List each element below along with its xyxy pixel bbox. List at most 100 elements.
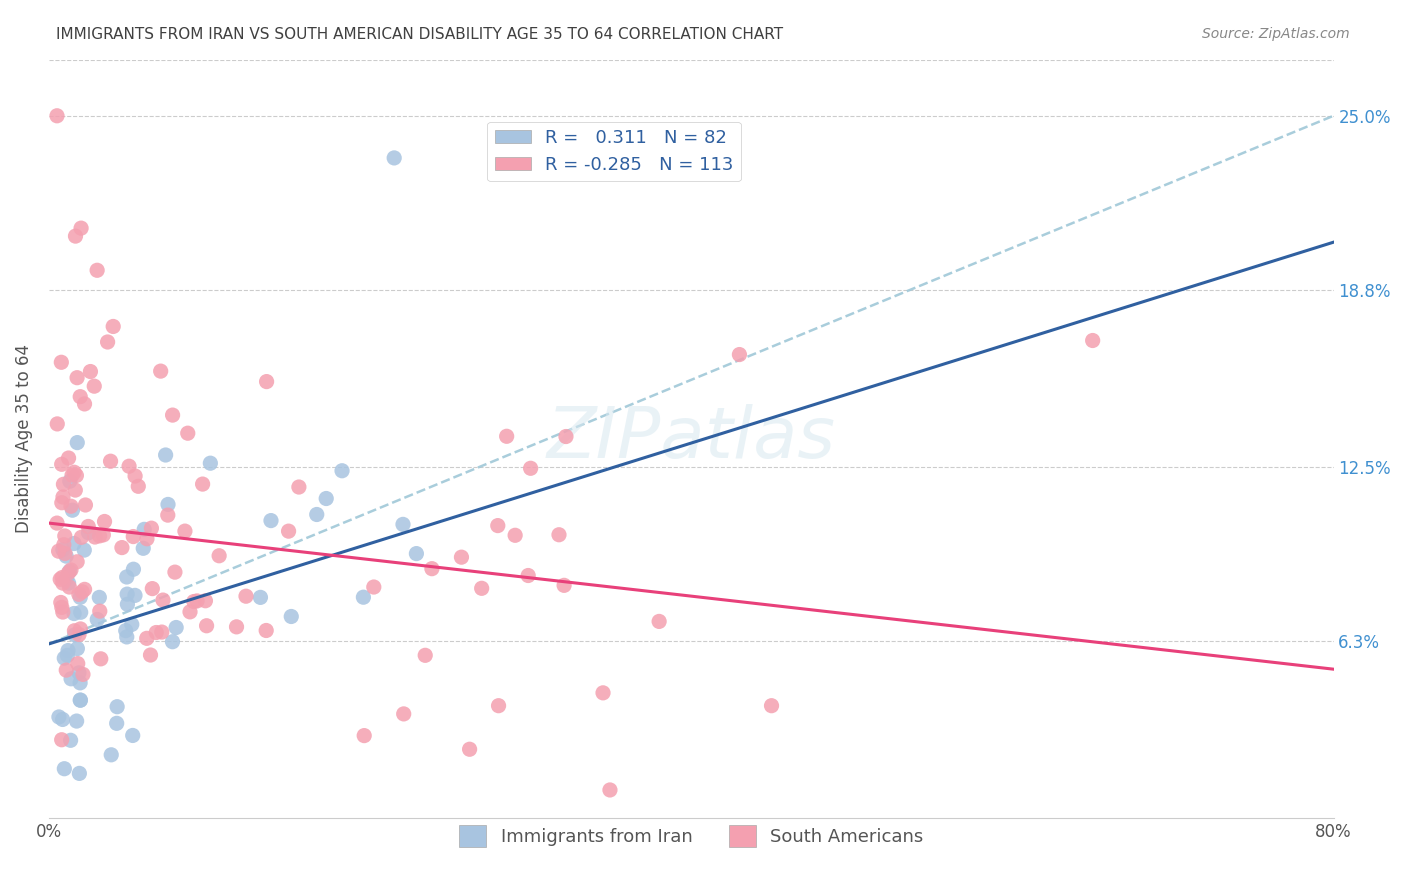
Point [392,517,415,532]
Point [70,584,93,599]
Point [103,319,125,334]
Point [136,532,159,546]
Point [48,544,70,558]
Point [728,347,751,361]
Point [62,503,84,517]
Point [70,530,93,544]
Point [73,397,96,411]
Point [65,714,87,728]
Point [195,619,218,633]
Point [392,706,415,721]
Y-axis label: Disability Age 35 to 64: Disability Age 35 to 64 [15,344,32,533]
Point [280,609,302,624]
Point [488,698,510,713]
Point [141,521,163,535]
Point [93,515,115,529]
Point [165,620,187,634]
Point [51,355,73,369]
Point [135,632,157,646]
Point [73,543,96,558]
Point [121,617,143,632]
Point [72,667,94,681]
Point [115,630,138,644]
Point [162,634,184,648]
Point [305,508,328,522]
Point [55,663,77,677]
Point [553,578,575,592]
Point [69,390,91,404]
Point [53,762,76,776]
Point [186,594,208,608]
Point [145,625,167,640]
Point [51,600,73,615]
Point [89,529,111,543]
Point [450,550,472,565]
Point [519,461,541,475]
Point [86,612,108,626]
Point [69,693,91,707]
Point [363,580,385,594]
Point [49,572,72,586]
Point [58,564,80,578]
Point [124,588,146,602]
Point [53,546,76,560]
Point [592,686,614,700]
Point [69,605,91,619]
Point [139,648,162,662]
Point [51,732,73,747]
Point [63,628,86,642]
Point [122,530,145,544]
Point [55,549,77,563]
Point [105,699,128,714]
Point [86,263,108,277]
Point [155,448,177,462]
Point [53,651,76,665]
Point [51,496,73,510]
Point [56,648,79,663]
Point [352,591,374,605]
Point [235,589,257,603]
Point [194,593,217,607]
Text: Source: ZipAtlas.com: Source: ZipAtlas.com [1202,27,1350,41]
Point [66,370,89,384]
Point [46,516,69,530]
Point [65,229,87,244]
Point [66,435,89,450]
Point [1081,334,1104,348]
Point [225,620,247,634]
Point [69,693,91,707]
Point [70,221,93,235]
Point [200,456,222,470]
Point [77,525,100,540]
Point [60,468,83,483]
Point [156,508,179,522]
Point [63,536,86,550]
Point [114,624,136,638]
Point [60,672,83,686]
Point [65,483,87,497]
Point [65,468,87,483]
Point [46,417,69,431]
Point [149,364,172,378]
Point [53,529,76,543]
Point [124,469,146,483]
Point [67,665,90,680]
Point [49,595,72,609]
Point [256,375,278,389]
Point [100,454,122,468]
Point [471,582,494,596]
Point [458,742,481,756]
Point [121,729,143,743]
Point [77,519,100,533]
Point [115,587,138,601]
Point [648,615,671,629]
Point [191,477,214,491]
Point [46,109,69,123]
Point [84,530,107,544]
Point [260,514,283,528]
Point [183,594,205,608]
Point [52,477,75,491]
Point [55,572,77,586]
Point [66,641,89,656]
Point [52,605,75,619]
